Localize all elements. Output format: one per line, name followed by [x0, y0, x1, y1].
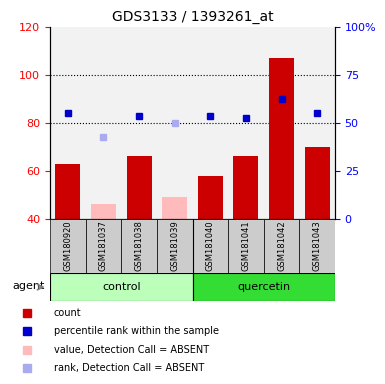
Text: GSM181039: GSM181039 [170, 220, 179, 271]
Text: GSM181043: GSM181043 [313, 220, 321, 271]
Bar [300, 219, 335, 273]
Text: GSM181040: GSM181040 [206, 220, 215, 271]
Bar [50, 273, 192, 301]
Bar [85, 27, 121, 219]
Bar [264, 219, 300, 273]
Text: GSM181041: GSM181041 [241, 220, 250, 271]
Bar [233, 157, 258, 219]
Text: agent: agent [12, 281, 45, 291]
Text: control: control [102, 282, 141, 292]
Text: percentile rank within the sample: percentile rank within the sample [54, 326, 219, 336]
Bar [192, 27, 228, 219]
Bar [157, 27, 192, 219]
Text: GSM181037: GSM181037 [99, 220, 108, 271]
Bar [50, 27, 85, 219]
Bar [91, 204, 116, 219]
Bar [192, 219, 228, 273]
Bar [121, 219, 157, 273]
Bar [55, 164, 80, 219]
Bar [121, 27, 157, 219]
Bar [228, 219, 264, 273]
Bar [50, 219, 85, 273]
Bar [264, 27, 300, 219]
Bar [228, 27, 264, 219]
Bar [269, 58, 294, 219]
Text: count: count [54, 308, 82, 318]
Text: GSM180920: GSM180920 [64, 220, 72, 271]
Text: rank, Detection Call = ABSENT: rank, Detection Call = ABSENT [54, 363, 204, 373]
Title: GDS3133 / 1393261_at: GDS3133 / 1393261_at [112, 10, 273, 25]
Bar [157, 219, 192, 273]
Bar [300, 27, 335, 219]
Text: GSM181042: GSM181042 [277, 220, 286, 271]
Bar [162, 197, 187, 219]
Bar [305, 147, 330, 219]
Bar [85, 219, 121, 273]
Bar [198, 176, 223, 219]
Text: quercetin: quercetin [237, 282, 290, 292]
Text: value, Detection Call = ABSENT: value, Detection Call = ABSENT [54, 345, 209, 355]
Bar [192, 273, 335, 301]
Bar [127, 157, 152, 219]
Text: GSM181038: GSM181038 [135, 220, 144, 271]
